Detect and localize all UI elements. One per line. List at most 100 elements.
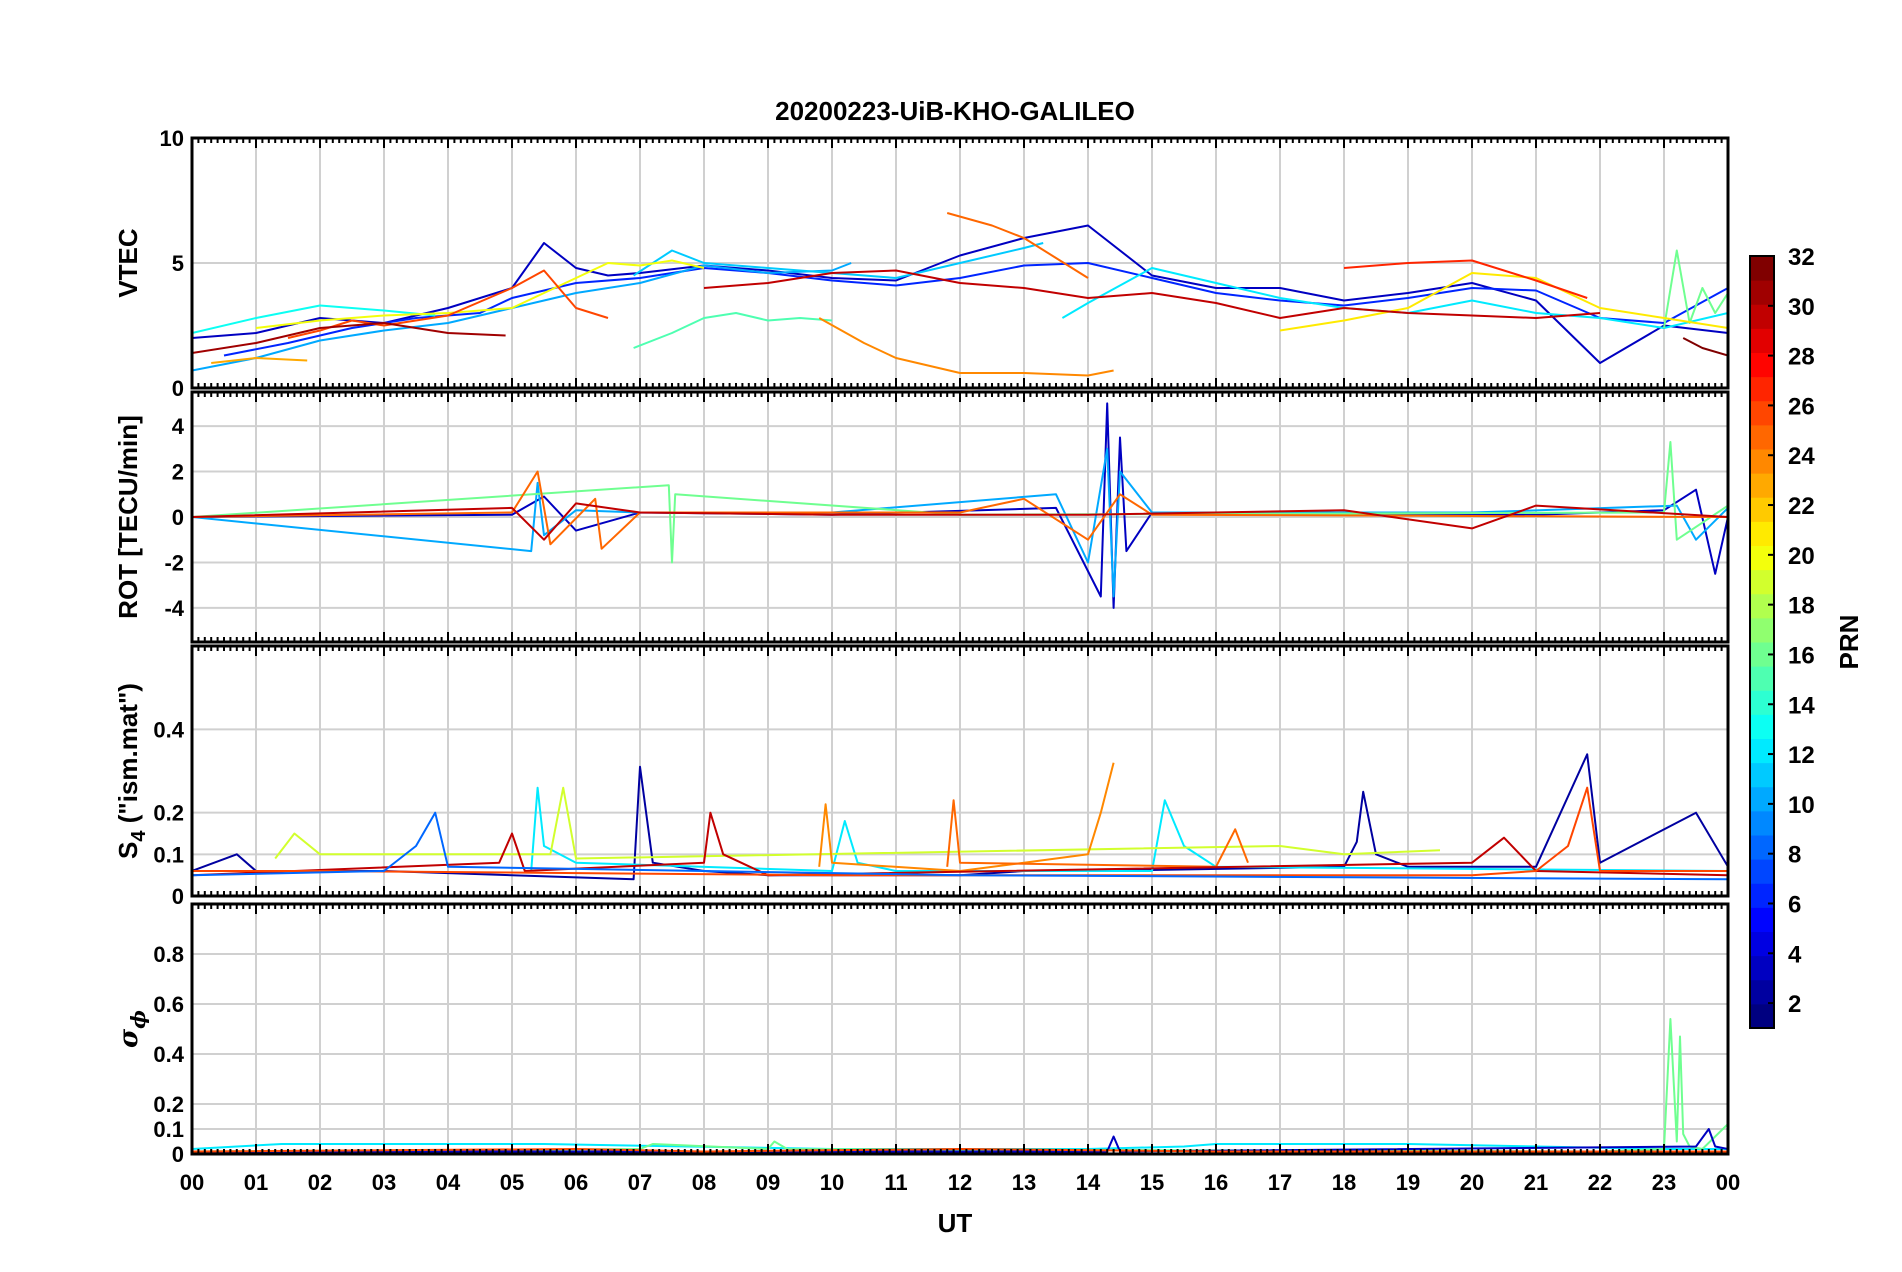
y-tick-label: 0.8 xyxy=(153,942,184,967)
x-tick-label: 13 xyxy=(1012,1170,1036,1195)
y-axis-label-rot: ROT [TECU/min] xyxy=(113,415,143,619)
series-line-prn-8 xyxy=(192,811,1728,881)
x-tick-label: 00 xyxy=(1716,1170,1740,1195)
series-group xyxy=(192,753,1728,881)
series-line-prn-31 xyxy=(192,322,506,354)
y-tick-label: 4 xyxy=(172,414,185,439)
y-tick-label: 0.6 xyxy=(153,992,184,1017)
colorbar-tick-label: 4 xyxy=(1788,941,1802,968)
x-tick-label: 10 xyxy=(820,1170,844,1195)
y-tick-label: -2 xyxy=(164,550,184,575)
colorbar-tick-label: 8 xyxy=(1788,842,1801,869)
series-line-prn-24 xyxy=(818,762,1115,872)
y-tick-label: 0.2 xyxy=(153,1092,184,1117)
panel-sigma_phi: 00.10.2 0.4 0.6 0.8 σϕ xyxy=(114,902,1730,1167)
series-line-prn-30 xyxy=(192,811,1728,877)
x-tick-label: 21 xyxy=(1524,1170,1548,1195)
colorbar-tick-label: 18 xyxy=(1788,593,1815,620)
y-tick-label: 0.4 xyxy=(153,1042,184,1067)
colorbar-tick-label: 14 xyxy=(1788,692,1815,719)
colorbar-tick-label: 12 xyxy=(1788,742,1815,769)
colorbar-tick-label: 26 xyxy=(1788,393,1815,420)
colorbar-tick-label: 28 xyxy=(1788,344,1815,371)
colorbar-segment xyxy=(1750,955,1774,981)
x-tick-label: 22 xyxy=(1588,1170,1612,1195)
colorbar-segment xyxy=(1750,810,1774,836)
series-line-prn-19 xyxy=(274,786,1441,860)
colorbar-tick-label: 22 xyxy=(1788,493,1815,520)
series-line-prn-24 xyxy=(818,317,1114,377)
series-line-prn-6 xyxy=(223,262,1728,357)
panel-s4: 0 0.1 0.2 0.4S4 ("ism.mat") xyxy=(113,644,1730,909)
colorbar-segment xyxy=(1750,714,1774,739)
y-axis-label-sigma_phi: σϕ xyxy=(114,1010,150,1048)
chart-title: 20200223-UiB-KHO-GALILEO xyxy=(775,96,1135,126)
series-line-prn-25 xyxy=(946,212,1089,279)
colorbar-segment xyxy=(1750,521,1774,546)
y-tick-label: 0.4 xyxy=(153,717,184,742)
series-line-prn-13 xyxy=(192,304,436,334)
colorbar-segment xyxy=(1750,256,1774,281)
colorbar-segment xyxy=(1750,376,1774,402)
series-line-prn-2 xyxy=(192,753,1728,881)
colorbar-segment xyxy=(1750,859,1774,884)
series-line-prn-15 xyxy=(633,312,833,349)
y-axis-label-s4: S4 ("ism.mat") xyxy=(113,683,150,859)
colorbar-segment xyxy=(1750,473,1774,498)
colorbar-tick-label: 2 xyxy=(1788,991,1801,1018)
colorbar-tick-label: 6 xyxy=(1788,891,1801,918)
colorbar-label: PRN xyxy=(1834,615,1864,670)
colorbar-segment xyxy=(1750,545,1774,571)
series-line-prn-32 xyxy=(1682,337,1728,357)
x-tick-label: 12 xyxy=(948,1170,972,1195)
colorbar-segment xyxy=(1750,449,1774,474)
colorbar-segment xyxy=(1750,786,1774,812)
x-tick-label: 09 xyxy=(756,1170,780,1195)
x-tick-label: 02 xyxy=(308,1170,332,1195)
series-line-prn-30 xyxy=(192,502,1728,541)
series-line-prn-10 xyxy=(192,447,1728,598)
series-line-prn-20 xyxy=(255,259,705,329)
colorbar-tick-label: 16 xyxy=(1788,642,1815,669)
y-tick-label: 0.1 xyxy=(153,842,184,867)
colorbar-segment xyxy=(1750,690,1774,715)
series-group xyxy=(192,212,1728,377)
colorbar-tick-label: 24 xyxy=(1788,443,1815,470)
colorbar-segment xyxy=(1750,738,1774,764)
x-axis-tick-labels: 00 01 02 03 04 05 06 07 08 09 10 11 12 13 14 15 16 17 18 19… xyxy=(180,1170,1740,1195)
x-tick-label: 03 xyxy=(372,1170,396,1195)
colorbar-segment xyxy=(1750,497,1774,522)
x-tick-label: 18 xyxy=(1332,1170,1356,1195)
x-tick-label: 04 xyxy=(436,1170,461,1195)
y-tick-label: 0.1 xyxy=(153,1117,184,1142)
x-tick-label: 16 xyxy=(1204,1170,1228,1195)
colorbar-segment xyxy=(1750,569,1774,595)
x-tick-label: 11 xyxy=(884,1170,907,1195)
panel-rot: -4 -2 0 2 4 ROT [TECU/min] xyxy=(113,390,1730,644)
x-tick-label: 08 xyxy=(692,1170,716,1195)
y-tick-label: 0 xyxy=(172,376,184,401)
y-tick-label: 5 xyxy=(172,251,184,276)
colorbar-tick-label: 10 xyxy=(1788,792,1815,819)
y-tick-label: -4 xyxy=(164,596,184,621)
x-tick-label: 19 xyxy=(1396,1170,1420,1195)
x-tick-label: 15 xyxy=(1140,1170,1164,1195)
series-group xyxy=(192,402,1728,609)
y-tick-label: 0.2 xyxy=(153,801,184,826)
y-tick-label: 0 xyxy=(172,505,184,530)
x-axis-label: UT xyxy=(938,1208,973,1238)
series-line-prn-23 xyxy=(211,357,308,364)
x-tick-label: 01 xyxy=(244,1170,268,1195)
colorbar-frame xyxy=(1749,255,1775,1029)
x-tick-label: 17 xyxy=(1268,1170,1292,1195)
colorbar-segment xyxy=(1750,617,1774,643)
series-line-prn-30 xyxy=(703,269,1601,319)
colorbar-segment xyxy=(1750,979,1774,1005)
colorbar-segment xyxy=(1750,835,1774,860)
panel-vtec: 0 5 10 VTEC xyxy=(113,126,1730,401)
series-line-prn-12 xyxy=(530,786,1728,872)
colorbar-segment xyxy=(1750,328,1774,353)
